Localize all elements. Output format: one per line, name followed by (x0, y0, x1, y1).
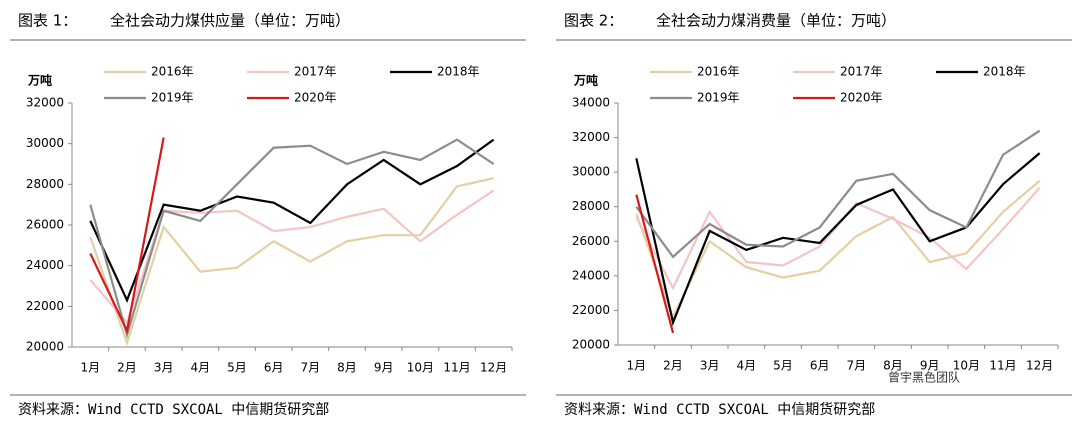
y-tick-label: 34000 (572, 96, 610, 110)
x-tick-label: 5月 (773, 359, 793, 373)
x-tick-label: 6月 (264, 361, 284, 375)
x-tick-label: 8月 (883, 359, 903, 373)
y-unit: 万吨 (27, 73, 52, 88)
x-tick-label: 12月 (1026, 359, 1053, 373)
chart-title: 全社会动力煤供应量（单位：万吨） (110, 12, 350, 30)
series-line (89, 138, 495, 304)
series-line (89, 137, 165, 335)
legend-label: 2016年 (697, 65, 740, 79)
x-tick-label: 10月 (953, 359, 980, 373)
y-tick-label: 24000 (26, 258, 64, 272)
legend-label: 2020年 (294, 91, 337, 105)
x-tick-label: 9月 (374, 361, 394, 375)
x-tick-label: 1月 (81, 361, 101, 375)
series-line (635, 194, 675, 334)
chart-title: 全社会动力煤消费量（单位：万吨） (656, 12, 896, 30)
legend-label: 2018年 (983, 65, 1026, 79)
x-tick-label: 1月 (627, 359, 647, 373)
legend-label: 2018年 (437, 65, 480, 79)
x-tick-label: 7月 (301, 361, 321, 375)
legend-label: 2017年 (840, 65, 883, 79)
x-tick-label: 4月 (737, 359, 757, 373)
y-tick-label: 32000 (572, 130, 610, 144)
chart-label: 图表 1： (18, 12, 77, 30)
series-line (635, 129, 1041, 259)
source: 资料来源：Wind CCTD SXCOAL 中信期货研究部 (18, 401, 329, 418)
x-tick-label: 8月 (337, 361, 357, 375)
y-tick-label: 20000 (26, 340, 64, 354)
legend-label: 2020年 (840, 91, 883, 105)
legend-label: 2016年 (151, 65, 194, 79)
series-line (89, 138, 495, 339)
y-tick-label: 26000 (26, 218, 64, 232)
x-tick-label: 2月 (663, 359, 683, 373)
series-line (635, 152, 1041, 327)
legend-label: 2017年 (294, 65, 337, 79)
x-tick-label: 11月 (443, 361, 470, 375)
y-tick-label: 22000 (572, 303, 610, 317)
y-tick-label: 28000 (572, 199, 610, 213)
series-line (635, 179, 1041, 321)
x-tick-label: 9月 (920, 359, 940, 373)
watermark: 曾宇黑色团队 (888, 370, 960, 385)
source: 资料来源：Wind CCTD SXCOAL 中信期货研究部 (564, 401, 875, 418)
y-tick-label: 24000 (572, 268, 610, 282)
x-tick-label: 7月 (847, 359, 867, 373)
x-tick-label: 3月 (154, 361, 174, 375)
series-line (89, 177, 494, 347)
legend-label: 2019年 (151, 91, 194, 105)
x-tick-label: 4月 (191, 361, 211, 375)
x-tick-label: 6月 (810, 359, 830, 373)
y-tick-label: 22000 (26, 299, 64, 313)
chart-label: 图表 2： (564, 12, 623, 30)
y-tick-label: 30000 (572, 165, 610, 179)
x-tick-label: 11月 (989, 359, 1016, 373)
x-tick-label: 12月 (480, 361, 507, 375)
legend-label: 2019年 (697, 91, 740, 105)
y-tick-label: 26000 (572, 234, 610, 248)
x-tick-label: 3月 (700, 359, 720, 373)
y-unit: 万吨 (573, 73, 598, 88)
x-tick-label: 10月 (407, 361, 434, 375)
x-tick-label: 2月 (117, 361, 137, 375)
y-tick-label: 20000 (572, 338, 610, 352)
y-tick-label: 32000 (26, 96, 64, 110)
y-tick-label: 28000 (26, 177, 64, 191)
y-tick-label: 30000 (26, 136, 64, 150)
x-tick-label: 5月 (227, 361, 247, 375)
